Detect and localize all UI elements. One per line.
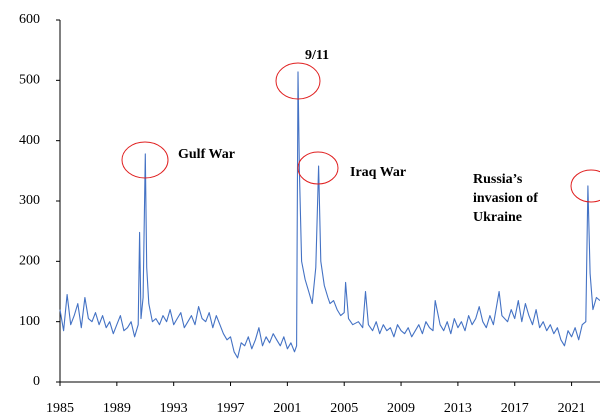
x-tick-label: 2017: [501, 401, 529, 416]
x-tick-label: 2021: [558, 401, 586, 416]
x-tick-label: 2009: [387, 401, 415, 416]
x-tick-label: 1989: [103, 401, 131, 416]
series-line: [59, 71, 600, 359]
annotation-circle: [570, 169, 600, 203]
y-tick-label: 0: [33, 374, 40, 389]
annotation: Russia’s: [473, 172, 523, 187]
x-tick-label: 2001: [273, 401, 301, 416]
x-tick-label: 2013: [444, 401, 472, 416]
x-tick-label: 2005: [330, 401, 358, 416]
annotation-circle: [275, 62, 321, 100]
annotation: Iraq War: [350, 165, 406, 180]
annotation-circle: [121, 141, 169, 179]
y-tick-label: 500: [19, 73, 40, 88]
annotation: Ukraine: [473, 210, 522, 225]
x-tick-label: 1993: [160, 401, 188, 416]
annotation: Gulf War: [178, 147, 235, 162]
y-tick-label: 100: [19, 314, 40, 329]
y-tick-label: 400: [19, 133, 40, 148]
annotation-circle: [297, 151, 339, 185]
y-tick-label: 300: [19, 193, 40, 208]
y-tick-label: 600: [19, 12, 40, 27]
x-tick-label: 1985: [46, 401, 74, 416]
annotation: invasion of: [473, 191, 538, 206]
y-tick-label: 200: [19, 254, 40, 269]
annotation: 9/11: [305, 48, 329, 63]
x-tick-label: 1997: [217, 401, 245, 416]
